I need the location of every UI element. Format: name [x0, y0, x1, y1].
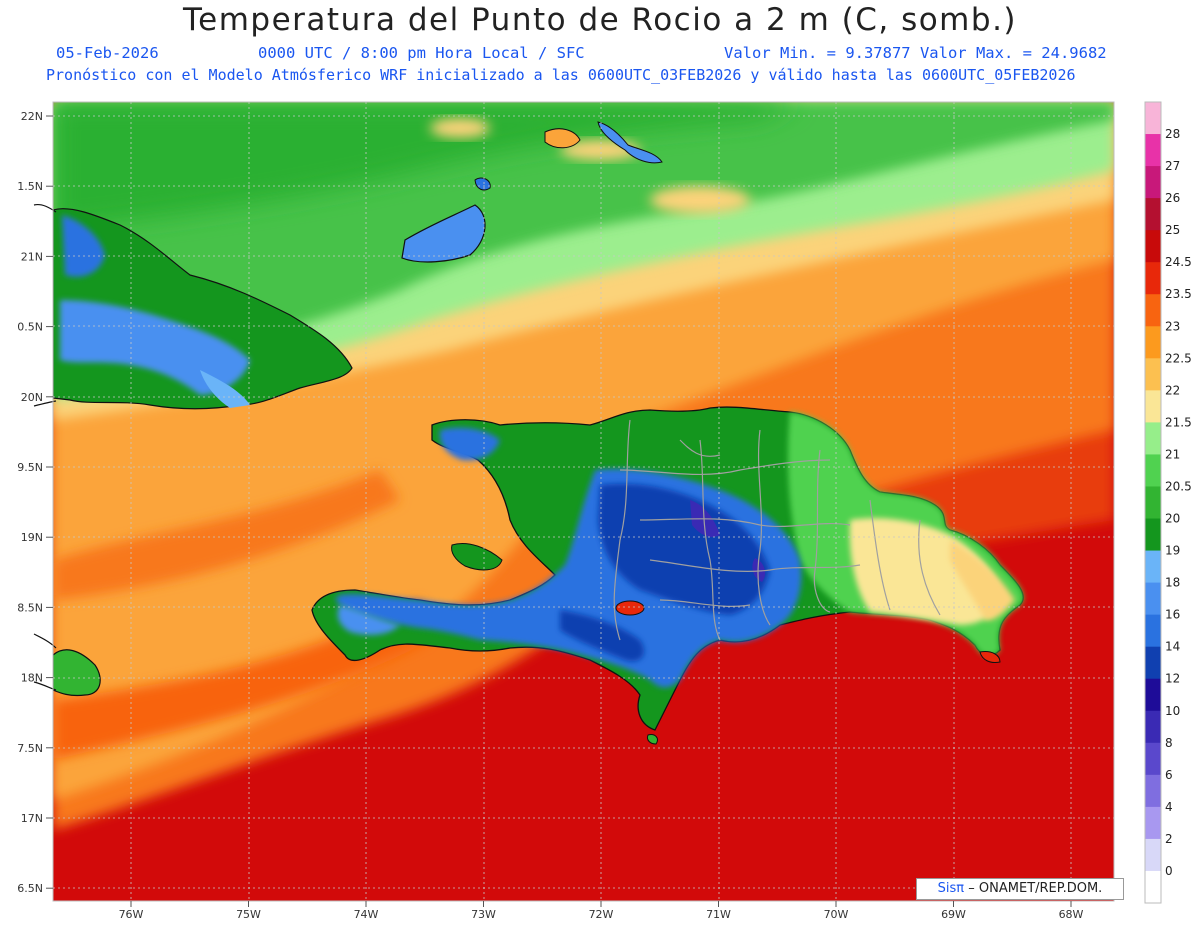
- colorbar-swatch: [1145, 742, 1161, 776]
- colorbar-swatch: [1145, 518, 1161, 552]
- colorbar-level-label: 22: [1165, 383, 1180, 397]
- map-title: Temperatura del Punto de Rocio a 2 m (C,…: [182, 2, 1018, 38]
- colorbar-level-label: 21.5: [1165, 415, 1192, 429]
- lat-tick-label: 19N: [21, 531, 43, 544]
- colorbar-level-label: 27: [1165, 159, 1180, 173]
- colorbar-swatch: [1145, 678, 1161, 712]
- lon-tick-label: 72W: [589, 908, 614, 921]
- colorbar-swatch: [1145, 838, 1161, 872]
- province-borders: [613, 419, 941, 641]
- lon-tick-label: 74W: [354, 908, 379, 921]
- colorbar-swatch: [1145, 774, 1161, 808]
- plot-frame: [52, 101, 1115, 902]
- lat-tick-label: 17N: [21, 812, 43, 825]
- longitude-axis: 76W 75W 74W 73W 72W 71W 70W 69W 68W: [119, 901, 1084, 921]
- colorbar-swatch: [1145, 582, 1161, 616]
- lat-tick-label: 9.5N: [17, 461, 43, 474]
- lat-tick-label: 22N: [21, 110, 43, 123]
- lat-tick-label: 1.5N: [17, 180, 43, 193]
- gonave-island: [451, 543, 503, 571]
- colorbar-swatch: [1145, 326, 1161, 359]
- colorbar-level-label: 20: [1165, 512, 1180, 526]
- colorbar-level-label: 26: [1165, 191, 1180, 205]
- turks-caicos: [544, 128, 581, 149]
- colorbar-swatch: [1145, 390, 1161, 423]
- lon-tick-label: 71W: [706, 908, 731, 921]
- lat-tick-label: 0.5N: [17, 321, 43, 334]
- colorbar-level-label: 0: [1165, 864, 1173, 878]
- colorbar-level-label: 10: [1165, 704, 1180, 718]
- colorbar-level-label: 22.5: [1165, 351, 1192, 365]
- colorbar-level-label: 4: [1165, 800, 1173, 814]
- credit-box: Sisπ – ONAMET/REP.DOM.: [916, 878, 1124, 900]
- colorbar-level-label: 16: [1165, 608, 1180, 622]
- credit-text: – ONAMET/REP.DOM.: [968, 881, 1103, 896]
- lat-tick-label: 18N: [21, 672, 43, 685]
- colorbar-level-label: 18: [1165, 576, 1180, 590]
- colorbar-level-label: 23: [1165, 319, 1180, 333]
- lat-tick-label: 20N: [21, 391, 43, 404]
- lat-tick-label: 21N: [21, 250, 43, 263]
- lon-tick-label: 70W: [824, 908, 849, 921]
- colorbar-swatch: [1145, 614, 1161, 648]
- colorbar-swatch: [1145, 358, 1161, 391]
- colorbar-swatch: [1145, 134, 1161, 167]
- colorbar-swatch: [1145, 198, 1161, 231]
- lon-tick-label: 69W: [941, 908, 966, 921]
- colorbar-level-label: 14: [1165, 640, 1180, 654]
- colorbar-level-label: 23.5: [1165, 287, 1192, 301]
- colorbar-swatch: [1145, 646, 1161, 680]
- lat-tick-label: 8.5N: [17, 601, 43, 614]
- colorbar-level-label: 6: [1165, 768, 1173, 782]
- model-info: Pronóstico con el Modelo Atmósferico WRF…: [46, 66, 1076, 84]
- colorbar-swatch: [1145, 870, 1161, 904]
- map-plot-area: [53, 102, 1114, 901]
- colorbar-swatch: [1145, 102, 1161, 135]
- colorbar-legend: 2827262524.523.52322.52221.52120.5201918…: [1144, 101, 1192, 904]
- colorbar-swatch: [1145, 486, 1161, 520]
- lat-tick-label: 6.5N: [17, 882, 43, 895]
- colorbar-swatch: [1145, 710, 1161, 744]
- colorbar-swatch: [1145, 806, 1161, 840]
- sispi-logo-text: Sisπ: [937, 881, 965, 896]
- colorbar-level-label: 21: [1165, 447, 1180, 461]
- min-max-values: Valor Min. = 9.37877 Valor Max. = 24.968…: [724, 44, 1107, 62]
- jamaica-landmass: [53, 649, 101, 697]
- colorbar-swatch: [1145, 262, 1161, 295]
- time-info: 0000 UTC / 8:00 pm Hora Local / SFC: [258, 44, 585, 62]
- lon-tick-label: 68W: [1059, 908, 1084, 921]
- colorbar-level-label: 25: [1165, 223, 1180, 237]
- colorbar-level-label: 19: [1165, 544, 1180, 558]
- graticule: [53, 102, 1114, 901]
- lon-tick-label: 73W: [471, 908, 496, 921]
- colorbar-swatch: [1145, 550, 1161, 584]
- colorbar-level-label: 8: [1165, 736, 1173, 750]
- colorbar-level-label: 28: [1165, 127, 1180, 141]
- valid-date: 05-Feb-2026: [56, 44, 159, 62]
- lat-tick-label: 7.5N: [17, 742, 43, 755]
- colorbar-level-label: 24.5: [1165, 255, 1192, 269]
- colorbar-swatch: [1145, 454, 1161, 487]
- colorbar-swatch: [1145, 230, 1161, 263]
- latitude-axis: 22N 1.5N 21N 0.5N 20N 9.5N 19N 8.5N 18N 7.5N 17N 6.…: [17, 110, 53, 895]
- lon-tick-label: 75W: [236, 908, 261, 921]
- colorbar-swatch: [1145, 294, 1161, 327]
- lon-tick-label: 76W: [119, 908, 144, 921]
- colorbar-level-label: 2: [1165, 832, 1173, 846]
- colorbar-swatch: [1145, 422, 1161, 455]
- colorbar-level-label: 12: [1165, 672, 1180, 686]
- colorbar-level-label: 20.5: [1165, 479, 1192, 493]
- inagua-island: [401, 204, 486, 263]
- colorbar-swatch: [1145, 166, 1161, 199]
